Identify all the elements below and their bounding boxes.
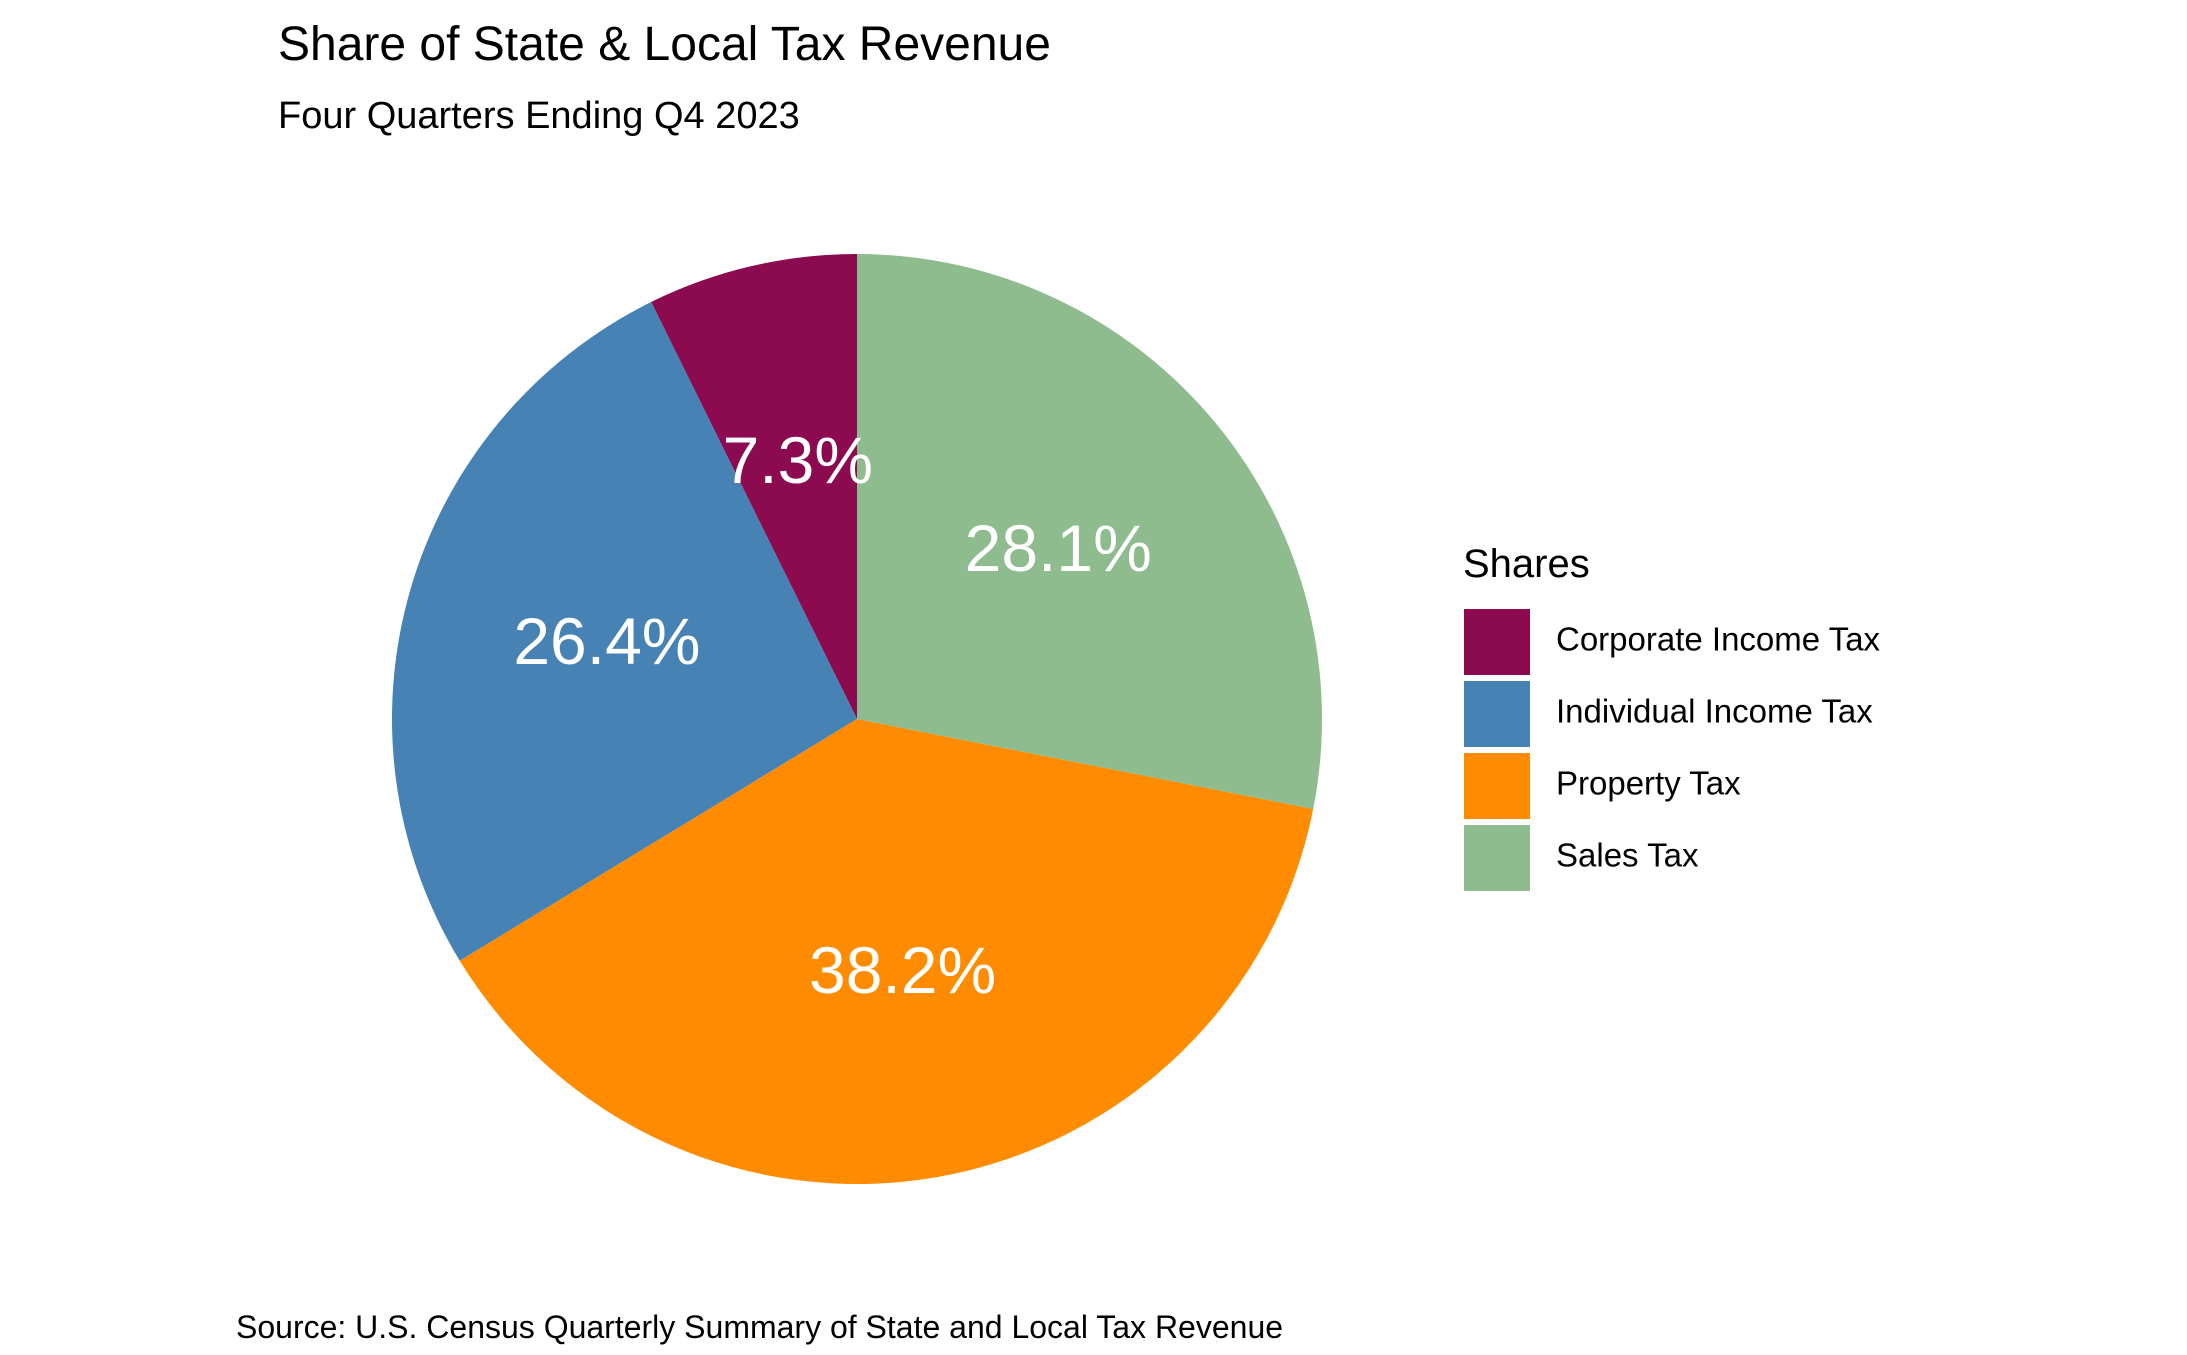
legend: Shares Corporate Income Tax Individual In… [1463,542,1881,891]
chart-title: Share of State & Local Tax Revenue [278,18,1051,71]
pie-value-labels: 7.3% 26.4% 38.2% 28.1% [513,423,1151,1007]
legend-label: Corporate Income Tax [1556,621,1881,658]
legend-swatch [1464,609,1530,675]
pie-slice-property-tax [459,719,1314,1185]
legend-swatch [1464,681,1530,747]
slice-value-label: 28.1% [965,511,1152,585]
legend-swatch [1464,753,1530,819]
legend-swatch [1464,825,1530,891]
chart-subtitle: Four Quarters Ending Q4 2023 [278,95,800,137]
legend-items: Corporate Income Tax Individual Income Ta… [1464,609,1881,891]
slice-value-label: 26.4% [513,604,700,678]
slice-value-label: 7.3% [723,423,873,497]
pie-slice-sales-tax [857,254,1323,809]
legend-label: Individual Income Tax [1556,693,1873,730]
chart-caption: Source: U.S. Census Quarterly Summary of… [236,1309,1283,1345]
pie-slice-individual-income-tax [391,302,857,961]
legend-title: Shares [1463,542,1590,586]
pie-slice-corporate-income-tax [651,254,857,719]
slice-value-label: 38.2% [809,933,996,1007]
legend-label: Property Tax [1556,765,1741,802]
pie-slices [391,254,1323,1185]
legend-label: Sales Tax [1556,837,1699,874]
